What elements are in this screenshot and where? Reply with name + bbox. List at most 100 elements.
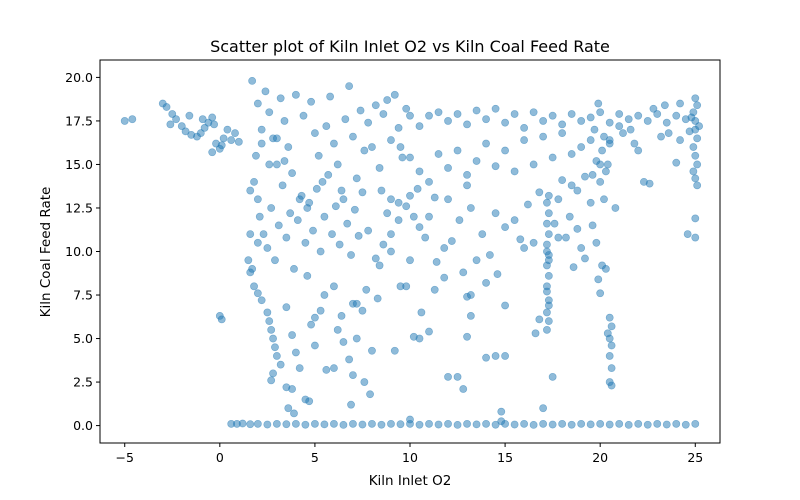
scatter-point: [478, 230, 487, 238]
scatter-point: [272, 134, 281, 143]
scatter-point: [607, 381, 616, 390]
scatter-point: [331, 202, 340, 211]
scatter-point: [634, 146, 643, 155]
scatter-point: [463, 181, 471, 190]
scatter-point: [311, 341, 319, 350]
scatter-point: [425, 327, 433, 336]
scatter-point: [463, 332, 471, 341]
scatter-point: [535, 188, 544, 197]
scatter-point: [624, 420, 633, 429]
scatter-point: [366, 390, 374, 399]
scatter-point: [434, 150, 443, 158]
scatter-point: [630, 139, 639, 148]
scatter-point: [520, 136, 529, 144]
scatter-point: [643, 420, 652, 429]
scatter-point: [330, 139, 338, 148]
scatter-point: [257, 125, 266, 134]
scatter-point: [491, 162, 500, 171]
scatter-point: [271, 256, 279, 265]
scatter-point: [544, 317, 553, 326]
scatter-point: [586, 113, 595, 122]
scatter-point: [282, 420, 291, 429]
scatter-point: [605, 352, 614, 360]
scatter-point: [691, 419, 700, 428]
scatter-point: [330, 282, 338, 291]
scatter-point: [558, 120, 567, 129]
scatter-point: [529, 238, 538, 247]
scatter-point: [337, 186, 346, 195]
scatter-point: [413, 184, 422, 193]
scatter-point: [406, 256, 414, 265]
scatter-point: [463, 419, 471, 428]
scatter-point: [693, 101, 702, 110]
scatter-point: [280, 117, 289, 125]
scatter-point: [588, 221, 597, 230]
scatter-point: [544, 301, 553, 310]
scatter-point: [305, 397, 314, 406]
x-tick-label: 20: [592, 450, 608, 465]
scatter-point: [305, 198, 314, 207]
scatter-point: [311, 419, 319, 428]
scatter-point: [501, 352, 509, 360]
scatter-point: [394, 198, 403, 207]
scatter-point: [466, 291, 475, 299]
scatter-point: [360, 146, 369, 155]
scatter-point: [364, 118, 373, 127]
scatter-point: [586, 420, 595, 429]
scatter-point: [253, 238, 262, 247]
scatter-point: [685, 127, 694, 136]
scatter-point: [491, 104, 500, 113]
scatter-point: [311, 313, 319, 322]
scatter-point: [349, 419, 357, 428]
scatter-point: [691, 151, 700, 160]
scatter-point: [662, 420, 671, 429]
scatter-point: [581, 254, 589, 263]
scatter-point: [615, 110, 624, 118]
scatter-point: [263, 308, 272, 317]
scatter-point: [263, 244, 272, 252]
scatter-point: [276, 360, 285, 369]
scatter-point: [482, 278, 490, 287]
scatter-point: [662, 118, 671, 127]
scatter-point: [482, 353, 490, 362]
scatter-point: [371, 101, 380, 110]
scatter-point: [352, 299, 361, 308]
scatter-point: [291, 419, 300, 428]
scatter-point: [501, 146, 509, 155]
scatter-point: [543, 287, 551, 296]
scatter-point: [466, 312, 475, 320]
scatter-point: [596, 289, 605, 298]
scatter-point: [396, 420, 405, 429]
scatter-point: [377, 186, 386, 195]
scatter-point: [592, 238, 601, 247]
scatter-point: [691, 233, 700, 242]
scatter-point: [554, 233, 563, 242]
scatter-point: [246, 420, 255, 429]
scatter-point: [320, 212, 329, 221]
scatter-point: [246, 230, 255, 238]
scatter-point: [434, 108, 443, 117]
scatter-point: [577, 244, 586, 252]
scatter-point: [272, 419, 281, 428]
scatter-point: [387, 136, 395, 144]
scatter-point: [387, 419, 395, 428]
scatter-point: [128, 115, 137, 124]
scatter-point: [339, 338, 348, 346]
scatter-point: [567, 181, 576, 190]
scatter-point: [691, 174, 700, 183]
scatter-point: [253, 99, 262, 108]
scatter-point: [425, 177, 433, 186]
scatter-point: [402, 282, 411, 291]
scatter-point: [282, 303, 291, 312]
scatter-point: [491, 420, 500, 429]
scatter-point: [290, 409, 298, 418]
scatter-point: [257, 296, 266, 305]
scatter-point: [316, 247, 325, 256]
scatter-point: [387, 195, 395, 204]
scatter-point: [520, 244, 529, 252]
scatter-point: [596, 419, 605, 428]
scatter-point: [562, 233, 570, 242]
scatter-point: [590, 125, 599, 134]
y-tick-label: 17.5: [65, 113, 93, 128]
chart-title: Scatter plot of Kiln Inlet O2 vs Kiln Co…: [210, 37, 610, 56]
